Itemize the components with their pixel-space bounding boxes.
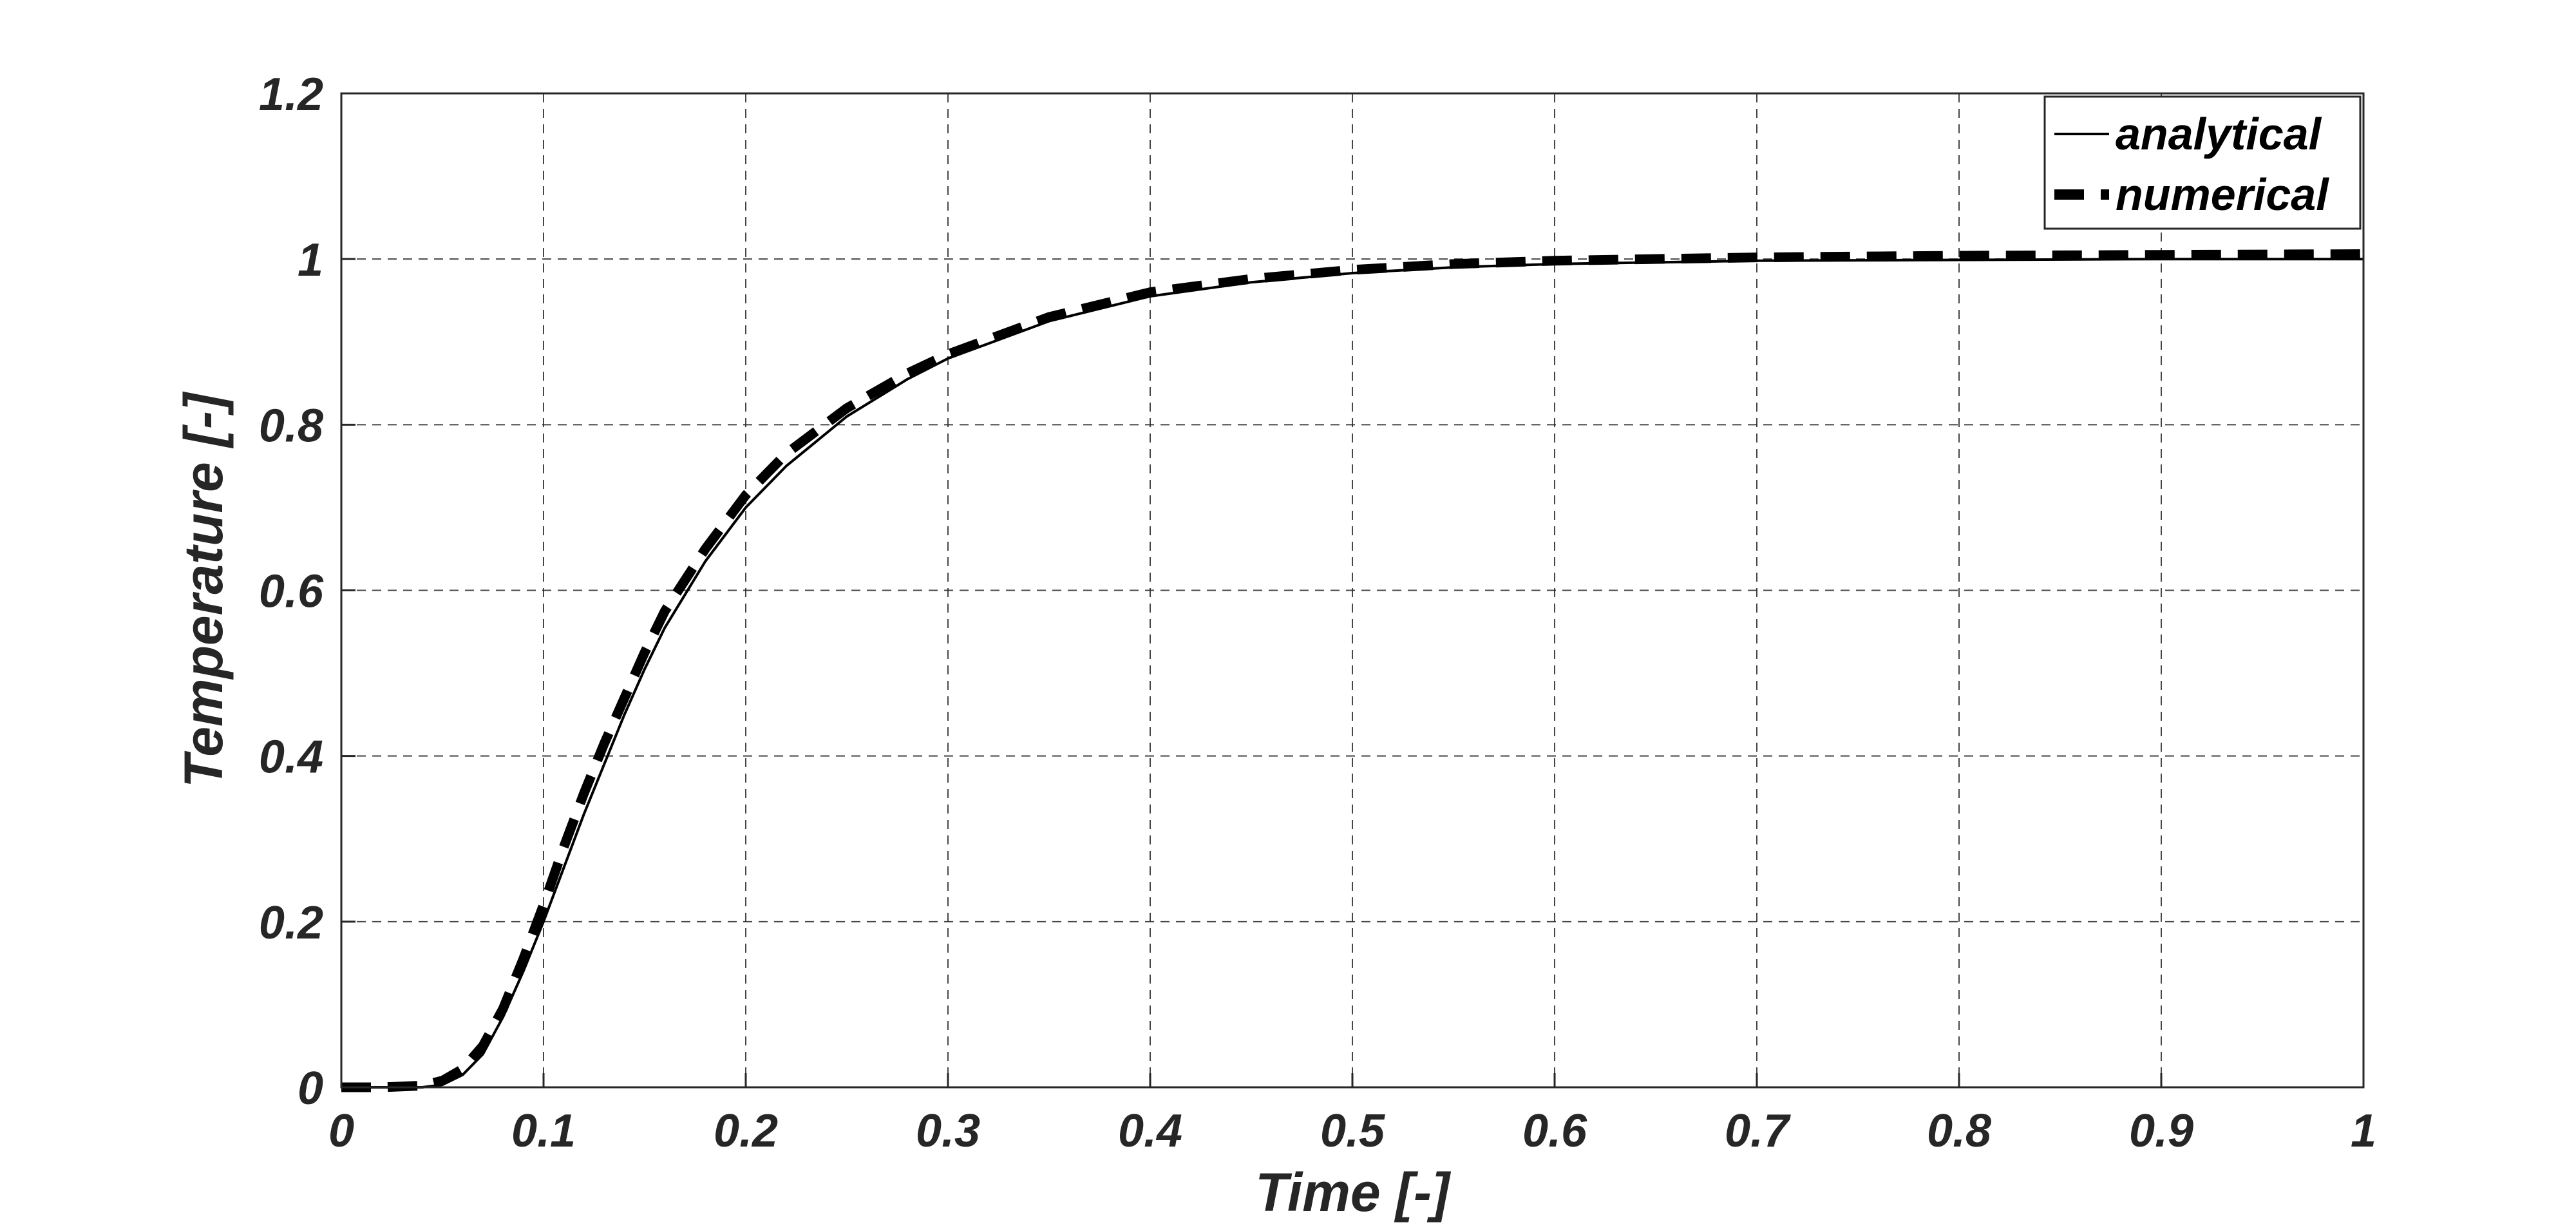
- y-tick-label: 0.8: [259, 400, 323, 452]
- legend-box: [2043, 95, 2362, 230]
- y-axis-ticks: 0 0.2 0.4 0.6 0.8 1 1.2: [259, 69, 355, 1114]
- x-axis-ticks: 0 0.1 0.2 0.3 0.4 0.5 0.6 0.7 0.8 0.9 1: [328, 1073, 2376, 1157]
- y-axis-label: Temperature [-]: [173, 391, 234, 788]
- y-tick-label: 1: [298, 234, 323, 286]
- series-line-analytical: [341, 258, 2363, 1089]
- x-tick-label: 0: [328, 1105, 354, 1157]
- series-line-numerical: [341, 249, 2364, 1092]
- x-tick-label: 0.3: [916, 1105, 980, 1157]
- y-tick-label: 0.4: [259, 732, 323, 783]
- x-tick-label: 1: [2351, 1105, 2376, 1157]
- x-tick-label: 0.9: [2129, 1105, 2193, 1157]
- series-layer: [341, 249, 2364, 1092]
- legend-label-numerical: numerical: [2116, 169, 2329, 220]
- y-tick-label: 0: [298, 1063, 323, 1114]
- legend-label-analytical: analytical: [2116, 109, 2322, 159]
- x-tick-label: 0.7: [1725, 1105, 1791, 1157]
- legend: analytical numerical: [2043, 95, 2362, 230]
- x-tick-label: 0.8: [1927, 1105, 1991, 1157]
- y-tick-label: 0.6: [259, 566, 324, 618]
- x-axis-label: Time [-]: [1255, 1162, 1452, 1223]
- y-tick-label: 1.2: [259, 69, 323, 120]
- y-tick-label: 0.2: [259, 897, 323, 949]
- x-tick-label: 0.5: [1320, 1105, 1385, 1157]
- x-tick-label: 0.6: [1522, 1105, 1587, 1157]
- x-tick-label: 0.2: [714, 1105, 778, 1157]
- grid-lines: [341, 93, 2363, 1087]
- x-tick-label: 0.1: [511, 1105, 576, 1157]
- x-tick-label: 0.4: [1118, 1105, 1182, 1157]
